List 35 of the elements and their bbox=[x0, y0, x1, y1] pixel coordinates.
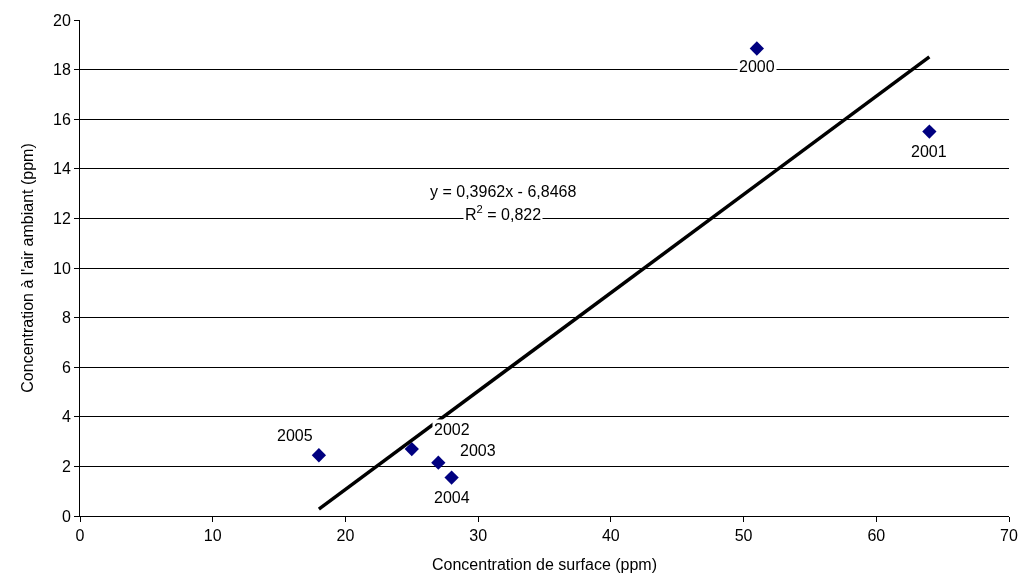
annotation: 2003 bbox=[460, 442, 496, 459]
y-tick-label: 0 bbox=[61, 507, 71, 525]
point bbox=[431, 455, 446, 470]
annotation: y = 0,3962x - 6,8468 bbox=[430, 183, 577, 200]
x-tick-label: 40 bbox=[601, 527, 620, 545]
x-tick-label: 60 bbox=[867, 527, 886, 545]
y-tick-label: 6 bbox=[61, 358, 71, 376]
x-tick-label: 50 bbox=[734, 527, 753, 545]
y-tick-label: 10 bbox=[53, 259, 71, 277]
annotation: 2002 bbox=[434, 421, 470, 438]
annotation: 2001 bbox=[911, 143, 947, 160]
x-tick-label: 0 bbox=[75, 527, 85, 545]
x-tick-label: 10 bbox=[203, 527, 222, 545]
point bbox=[749, 41, 764, 56]
point bbox=[922, 124, 937, 139]
y-tick-label: 4 bbox=[61, 408, 71, 426]
y-axis-title: Concentration à l'air ambiant (ppm) bbox=[18, 143, 36, 393]
annotation: 2004 bbox=[434, 489, 470, 506]
x-tick-label: 70 bbox=[1000, 527, 1018, 545]
y-tick-label: 20 bbox=[53, 11, 71, 29]
annotation: 2005 bbox=[277, 427, 313, 444]
y-tick-label: 18 bbox=[53, 61, 71, 79]
y-tick-label: 14 bbox=[53, 160, 71, 178]
point bbox=[404, 441, 419, 457]
y-tick-label: 8 bbox=[61, 309, 71, 327]
annotation: 2000 bbox=[739, 58, 775, 75]
point bbox=[444, 470, 459, 485]
y-tick-label: 16 bbox=[53, 110, 71, 128]
y-tick-label: 12 bbox=[53, 210, 71, 227]
point bbox=[311, 448, 327, 463]
y-tick-label: 2 bbox=[61, 458, 71, 475]
x-axis-title: Concentration de surface (ppm) bbox=[432, 555, 657, 573]
annotation: R$^{2}$ = 0,822 bbox=[465, 203, 542, 223]
x-tick-label: 30 bbox=[469, 527, 488, 545]
x-tick-label: 20 bbox=[336, 527, 355, 545]
